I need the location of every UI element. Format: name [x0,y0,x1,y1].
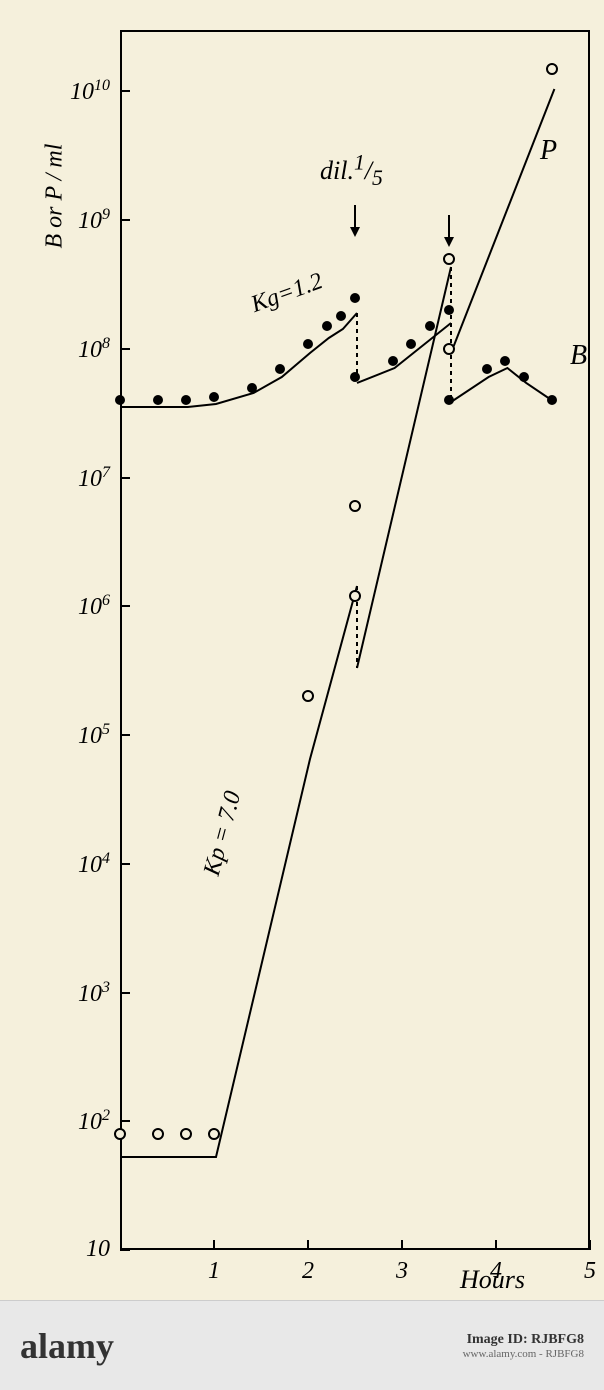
x-tick [307,1240,309,1250]
y-tick [120,863,130,865]
data-point-p [208,1128,220,1140]
data-point-b [303,339,313,349]
data-point-p [443,253,455,265]
watermark-info: Image ID: RJBFG8 www.alamy.com - RJBFG8 [463,1332,584,1360]
y-tick-label: 10 [50,1236,110,1263]
y-tick-label: 106 [50,592,110,621]
p-label-text: P [540,135,557,166]
y-tick [120,90,130,92]
x-tick-label: 4 [486,1258,506,1285]
data-point-p [302,690,314,702]
data-point-b [500,356,510,366]
data-point-b [425,321,435,331]
series-b-lines [122,313,554,407]
y-tick [120,1120,130,1122]
data-point-b [350,293,360,303]
x-tick-label: 3 [392,1258,412,1285]
y-tick-label: 102 [50,1107,110,1136]
y-tick-label: 107 [50,464,110,493]
series-p-lines [122,89,554,1157]
y-tick-label: 104 [50,850,110,879]
dil-annotation: dil.1/5 [320,150,383,191]
copyright-text: www.alamy.com - RJBFG8 [463,1348,584,1360]
y-tick [120,219,130,221]
data-point-b [336,311,346,321]
y-tick-label: 109 [50,206,110,235]
dilution-arrow-2 [448,215,450,245]
watermark-bar: alamy Image ID: RJBFG8 www.alamy.com - R… [0,1300,604,1390]
dilution-arrow-1 [354,205,356,235]
data-point-p [546,63,558,75]
y-tick-label: 103 [50,979,110,1008]
y-tick [120,734,130,736]
series-p-label: P [540,135,557,167]
data-point-b [209,392,219,402]
x-tick [213,1240,215,1250]
data-point-b [322,321,332,331]
data-point-b [275,364,285,374]
data-point-p [180,1128,192,1140]
data-point-p [152,1128,164,1140]
data-point-b [547,395,557,405]
dil-text: dil.1/5 [320,156,383,185]
alamy-logo-container: alamy [20,1325,114,1367]
y-tick-label: 108 [50,335,110,364]
data-point-p [349,500,361,512]
x-tick [589,1240,591,1250]
y-tick [120,992,130,994]
data-point-b [153,395,163,405]
chart-svg [122,32,592,1252]
image-id: Image ID: RJBFG8 [463,1332,584,1348]
data-point-p [114,1128,126,1140]
data-point-p [443,343,455,355]
data-point-b [115,395,125,405]
data-point-b [181,395,191,405]
x-tick-label: 1 [204,1258,224,1285]
y-tick [120,477,130,479]
data-point-p [349,590,361,602]
data-point-b [406,339,416,349]
y-tick [120,605,130,607]
y-tick-label: 105 [50,721,110,750]
data-point-b [444,305,454,315]
series-b-label: B [570,340,587,372]
x-tick [495,1240,497,1250]
chart-container: B or P / ml Hours Kg=1.2 Kp = 7.0 dil.1/… [10,20,594,1300]
x-tick-label: 2 [298,1258,318,1285]
data-point-b [388,356,398,366]
y-tick [120,348,130,350]
x-tick-label: 5 [580,1258,600,1285]
data-point-b [350,372,360,382]
data-point-b [444,395,454,405]
x-tick [401,1240,403,1250]
b-label-text: B [570,340,587,371]
alamy-logo: alamy [20,1326,114,1366]
data-point-b [482,364,492,374]
data-point-b [519,372,529,382]
y-tick [120,1249,130,1251]
y-tick-label: 1010 [50,77,110,106]
data-point-b [247,383,257,393]
